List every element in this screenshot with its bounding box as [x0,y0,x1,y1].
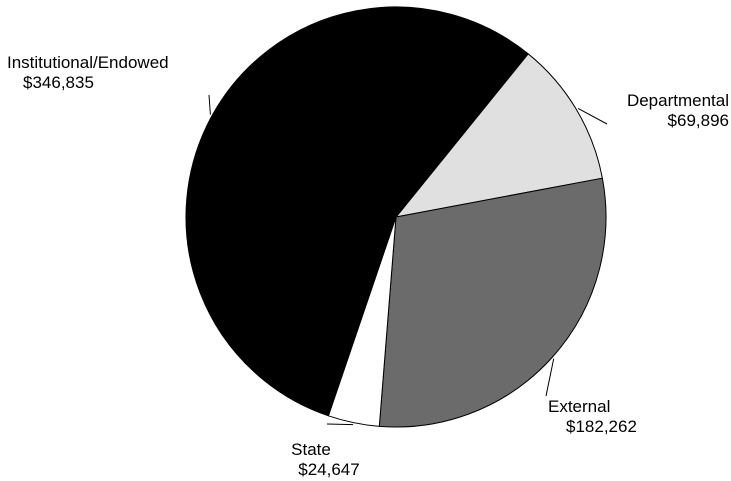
leader-lines [208,94,608,426]
pie-slice-external [378,177,607,428]
slice-label-external: External [548,397,610,416]
slice-value-institutional-endowed: $346,835 [23,73,94,92]
slice-value-external: $182,262 [566,417,637,436]
slice-value-departmental: $69,896 [668,111,729,130]
pie-slice-departmental [395,53,603,218]
leader-line-state [326,423,354,426]
slice-label-departmental: Departmental [627,91,729,110]
pie-slice-institutional-endowed [185,6,529,417]
leader-line-external [545,358,555,397]
pie-slices [185,6,607,428]
slice-label-state: State [291,440,331,459]
slice-value-state: $24,647 [298,460,359,479]
leader-line-institutional-endowed [208,94,211,115]
slice-label-institutional-endowed: Institutional/Endowed [7,53,169,72]
leader-line-departmental [577,107,608,125]
